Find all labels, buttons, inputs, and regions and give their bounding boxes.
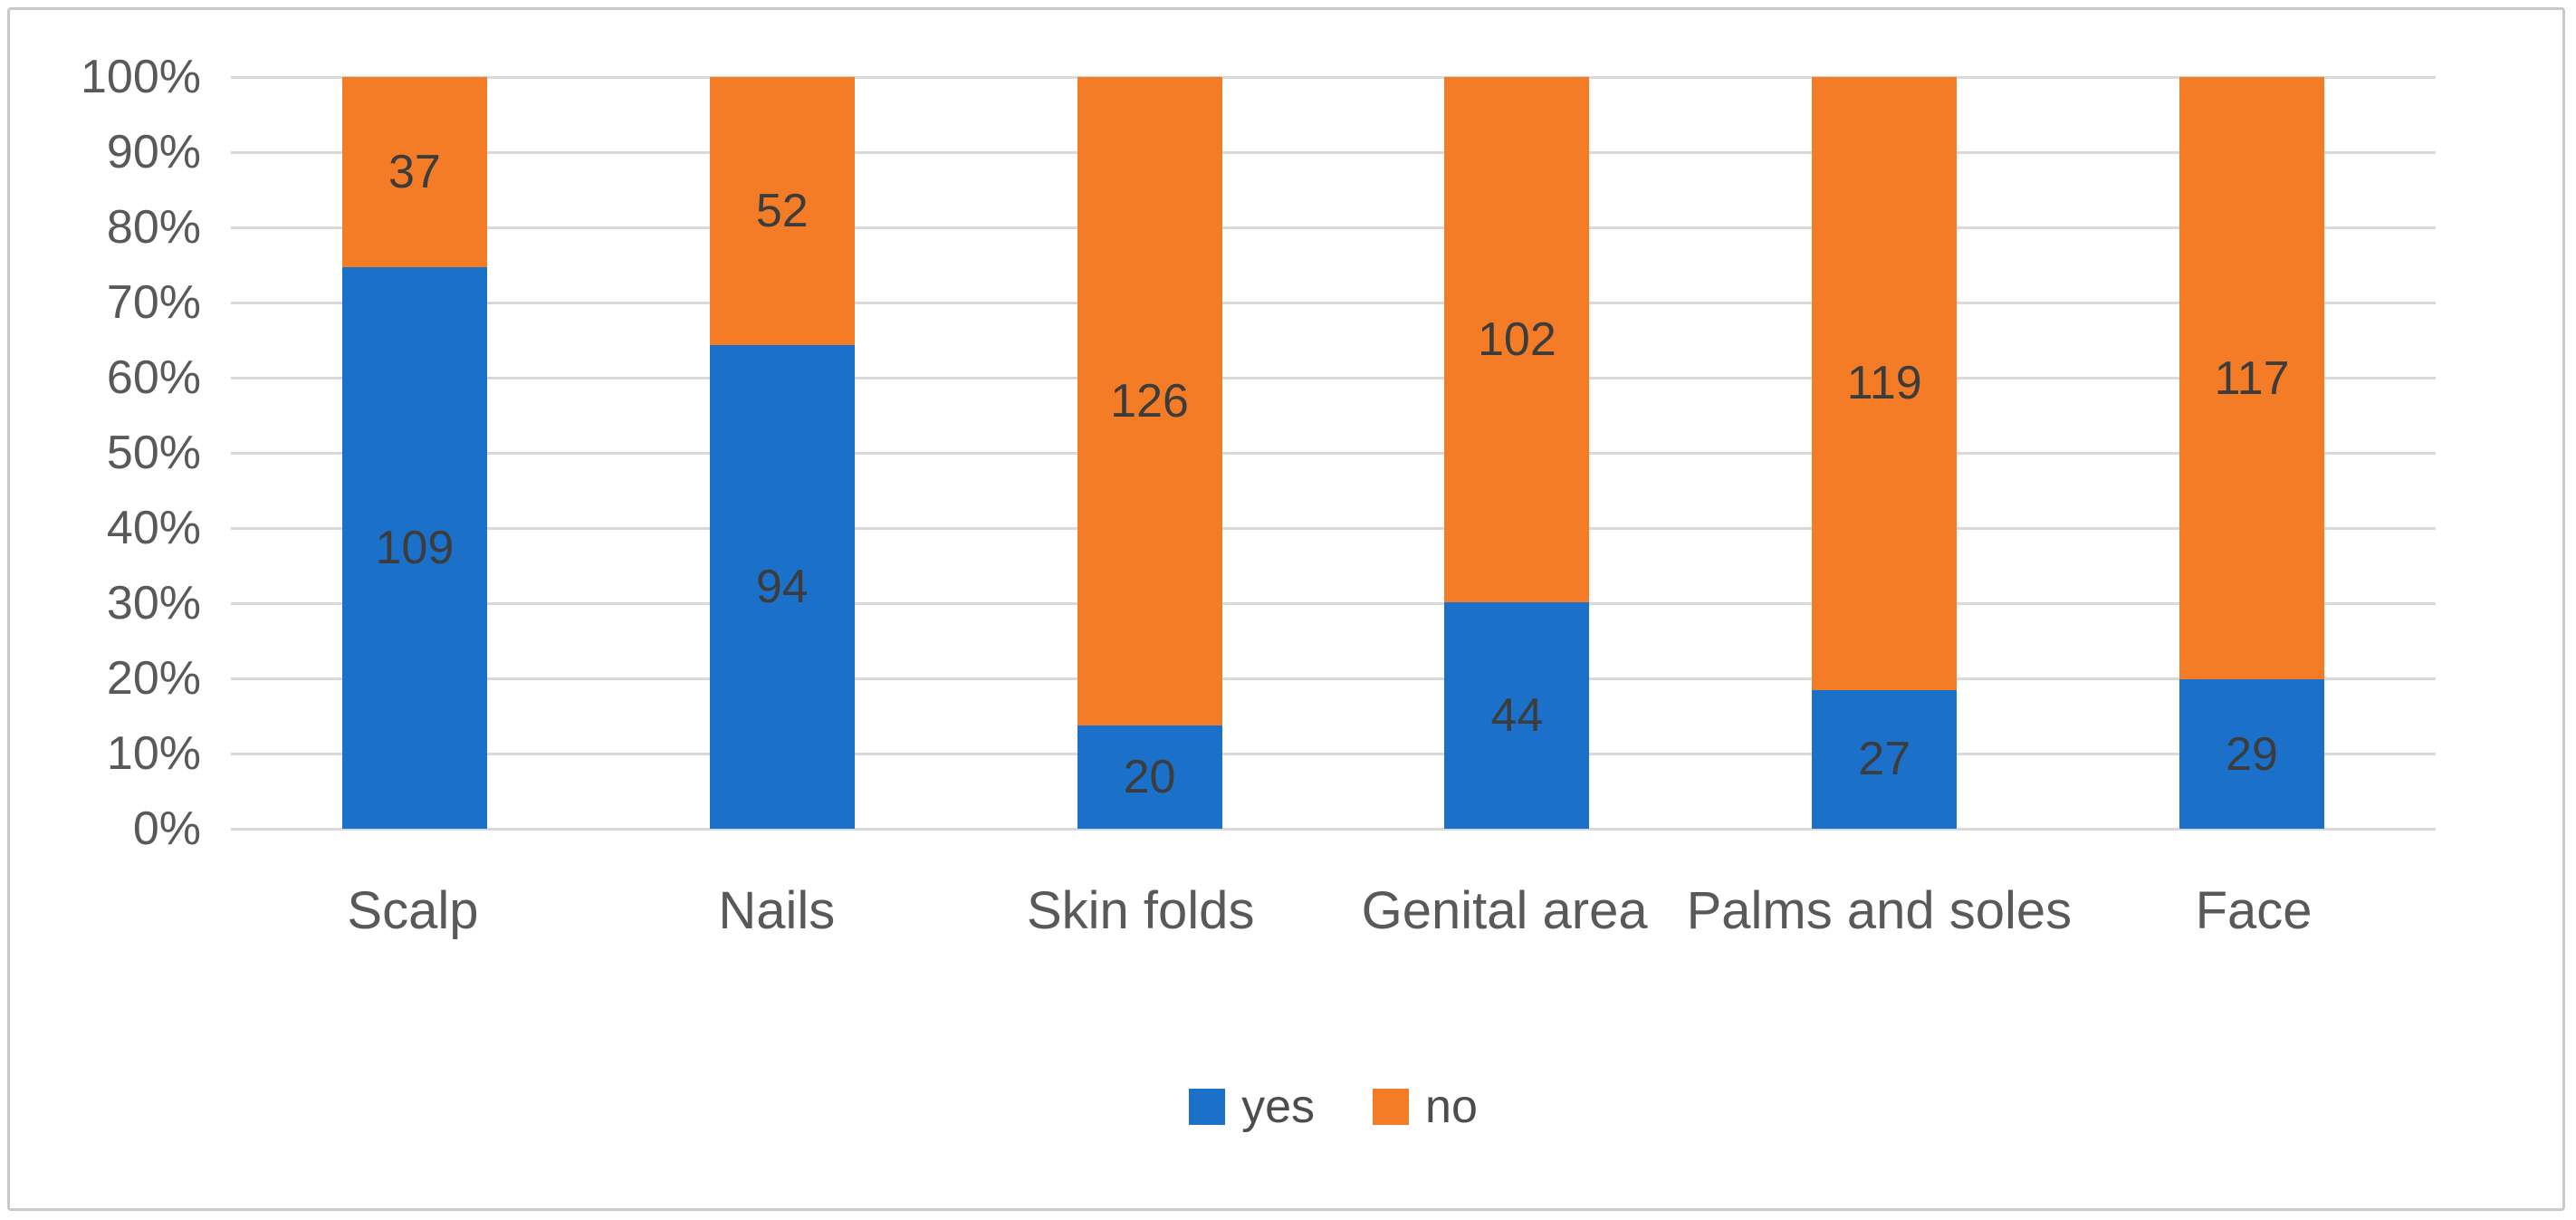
bar-segment-no: 102 (1444, 77, 1590, 602)
gridline (231, 601, 2436, 605)
bar-value-label-yes: 20 (1123, 751, 1176, 804)
bar-segment-no: 119 (1812, 77, 1958, 690)
bar-segment-yes: 94 (709, 344, 855, 829)
bar-value-label-yes: 94 (755, 560, 809, 613)
y-axis-tick-label: 90% (106, 126, 201, 178)
bar-slot: 37 109 (231, 77, 599, 829)
bar-segment-yes: 29 (2179, 679, 2325, 829)
gridline (231, 827, 2436, 831)
gridline (231, 376, 2436, 379)
legend-label: yes (1241, 1081, 1316, 1133)
y-axis-tick-label: 20% (106, 652, 201, 705)
bar-segment-yes: 20 (1077, 725, 1222, 829)
bar-slot: 126 20 (966, 77, 1334, 829)
bar-segment-no: 37 (341, 77, 487, 268)
category-label: Nails (718, 881, 836, 940)
bar-value-label-yes: 27 (1858, 733, 1911, 786)
y-axis-tick-label: 0% (132, 802, 201, 855)
bar-segment-no: 117 (2179, 77, 2325, 680)
bar-value-label-no: 102 (1478, 312, 1556, 366)
bar-segment-yes: 27 (1812, 689, 1958, 829)
y-axis-tick-label: 70% (106, 276, 201, 329)
bar-value-label-no: 126 (1110, 375, 1189, 428)
bar-segment-yes: 109 (341, 267, 487, 829)
legend-item: no (1373, 1080, 1478, 1134)
category-axis: Scalp Nails Skin folds Genital area Palms an… (231, 880, 2436, 941)
stacked-bar: 102 44 (1444, 77, 1590, 829)
category-label: Palms and soles (1686, 881, 2073, 940)
y-axis-tick-label: 10% (106, 727, 201, 780)
category-label: Face (2195, 881, 2313, 940)
bar-slot: 117 29 (2068, 77, 2436, 829)
gridline (231, 301, 2436, 304)
bar-segment-no: 52 (709, 77, 855, 345)
stacked-bar: 126 20 (1077, 77, 1222, 829)
stacked-bar: 119 27 (1812, 77, 1958, 829)
stacked-bar: 52 94 (709, 77, 855, 829)
y-axis-tick-label: 60% (106, 351, 201, 404)
legend: yes no (231, 1080, 2436, 1134)
y-axis-tick-label: 40% (106, 502, 201, 554)
gridline (231, 451, 2436, 455)
stacked-bar: 37 109 (341, 77, 487, 829)
stacked-bar: 117 29 (2179, 77, 2325, 829)
bar-value-label-no: 52 (755, 184, 809, 237)
y-axis-tick-label: 30% (106, 577, 201, 629)
bar-slot: 52 94 (599, 77, 966, 829)
category-label: Genital area (1361, 881, 1648, 940)
bar-segment-no: 126 (1077, 77, 1222, 726)
gridline (231, 75, 2436, 79)
gridline (231, 226, 2436, 229)
bar-value-label-no: 119 (1846, 357, 1922, 410)
gridline (231, 150, 2436, 154)
bar-slot: 102 44 (1333, 77, 1700, 829)
legend-swatch-no (1373, 1089, 1410, 1125)
y-axis-labels: 100% 90% 80% 70% 60% 50% 40% 30% 20% 10% 0% (0, 0, 201, 1220)
bar-value-label-no: 37 (388, 146, 441, 199)
y-axis-tick-label: 80% (106, 201, 201, 254)
legend-label: no (1425, 1081, 1478, 1133)
gridline (231, 526, 2436, 530)
plot-area: 37 109 52 94 126 20 102 44 119 27 117 29 (231, 75, 2436, 831)
bars-layer: 37 109 52 94 126 20 102 44 119 27 117 29 (231, 77, 2436, 829)
bar-value-label-no: 117 (2214, 351, 2290, 405)
bar-slot: 119 27 (1700, 77, 2068, 829)
bar-value-label-yes: 44 (1490, 688, 1544, 742)
y-axis-tick-label: 100% (81, 51, 201, 103)
bar-value-label-yes: 109 (375, 522, 455, 575)
category-label: Skin folds (1026, 881, 1255, 940)
gridline (231, 752, 2436, 755)
legend-item: yes (1189, 1080, 1315, 1134)
category-label: Scalp (347, 881, 479, 940)
bar-value-label-yes: 29 (2226, 727, 2278, 781)
y-axis-tick-label: 50% (106, 427, 201, 479)
legend-swatch-yes (1189, 1089, 1226, 1125)
gridline (231, 677, 2436, 680)
bar-segment-yes: 44 (1444, 601, 1590, 829)
